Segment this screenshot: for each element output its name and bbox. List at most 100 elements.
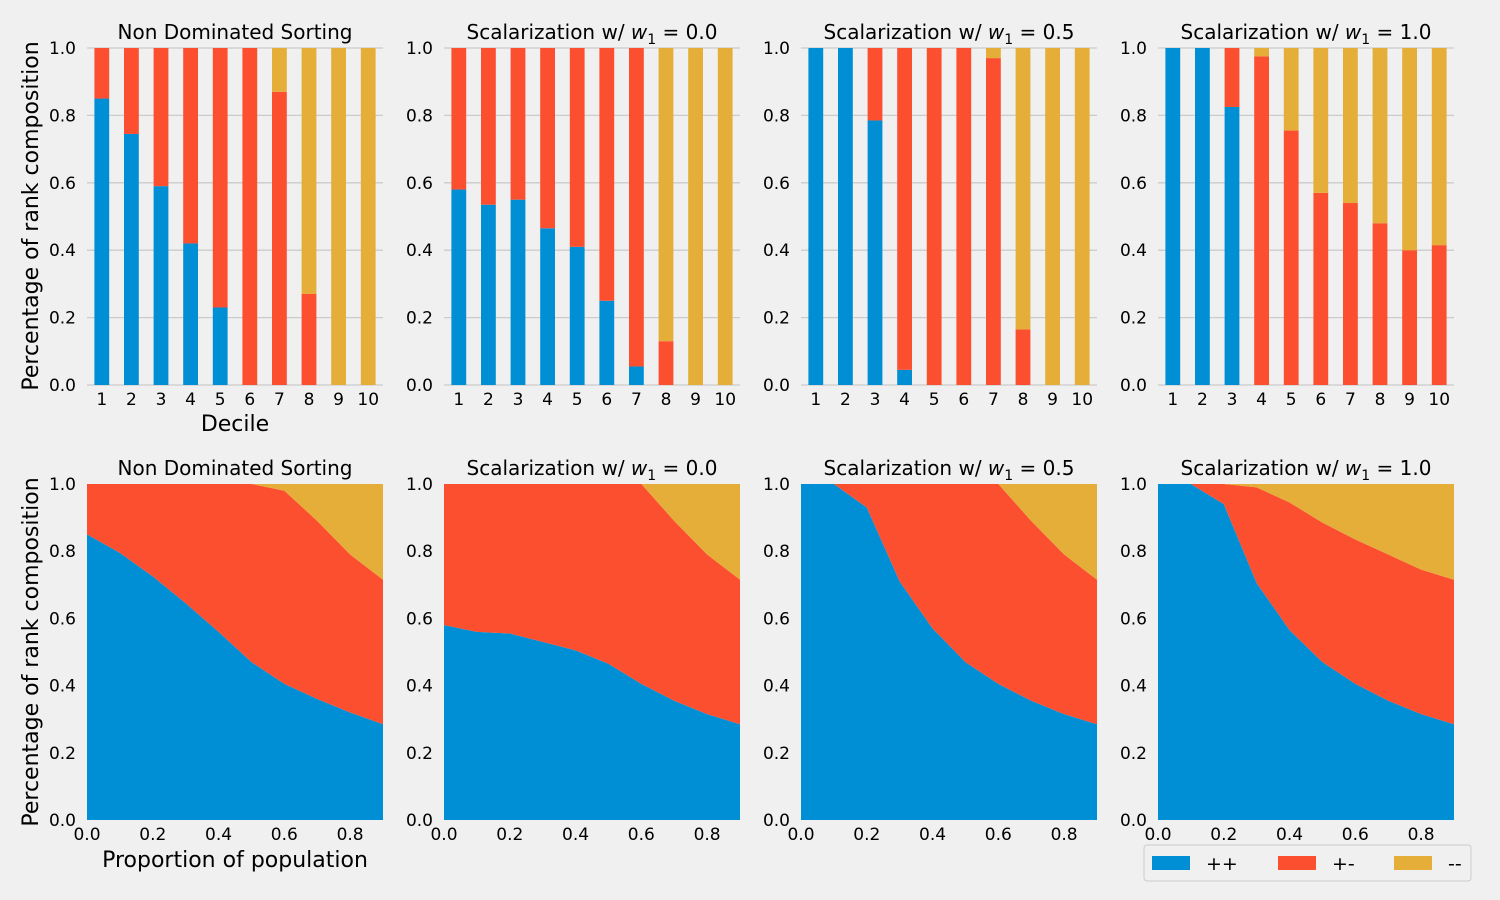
panel-8: Scalarization w/ w1 = 1.0 0.0 0.2 0.4 0.6 0.8…	[1120, 456, 1454, 845]
panel-2-xtick-label: 3	[513, 390, 524, 410]
panel-1-xtick-label: 8	[304, 390, 315, 410]
panel-1: Non Dominated Sorting 0.0 0.2 0.4 0.6 0.8 1.0 1…	[49, 20, 383, 410]
legend-swatch-mm	[1394, 856, 1432, 870]
panel-8-ytick-label: 0.2	[1120, 744, 1147, 764]
panel-8-ytick-label: 0.8	[1120, 542, 1147, 562]
panel-4-bar-pm	[1372, 223, 1388, 385]
panel-8-xtick-label: 0.2	[1210, 825, 1237, 845]
panel-2-ytick-label: 0.2	[406, 309, 433, 329]
panel-8-area-pp	[1158, 484, 1454, 820]
panel-1-bar-mm	[360, 48, 376, 385]
panel-3: Scalarization w/ w1 = 0.5 0.0 0.2 0.4 0.6 0.8…	[763, 20, 1097, 410]
row2-xlabel: Proportion of population	[102, 848, 368, 873]
panel-7: Scalarization w/ w1 = 0.5 0.0 0.2 0.4 0.6 0.8…	[763, 456, 1097, 845]
panel-3-ytick-label: 0.2	[763, 309, 790, 329]
legend-label-mm: --	[1448, 853, 1462, 875]
panel-3-bar-pm	[867, 48, 883, 121]
panel-5-ytick-label: 0.0	[49, 811, 76, 831]
panel-3-title: Scalarization w/ w1 = 0.5	[824, 20, 1075, 48]
panel-4-bar-pp	[1195, 48, 1210, 385]
panel-3-bar-pp	[838, 48, 853, 385]
panel-1-bar-pm	[242, 48, 258, 385]
panel-5-xtick-label: 0.0	[73, 825, 100, 845]
panel-1-bar-mm	[272, 48, 287, 92]
panel-2-bar-pm	[599, 48, 615, 301]
panel-3-xtick-label: 4	[899, 390, 910, 410]
panel-2-xtick-label: 8	[661, 390, 672, 410]
panel-2-xtick-label: 5	[572, 390, 583, 410]
panel-6-area-pm	[444, 484, 740, 725]
panel-6: Scalarization w/ w1 = 0.0 0.0 0.2 0.4 0.6 0.8…	[406, 456, 740, 845]
panel-3-bar-pm	[897, 48, 912, 370]
panel-4-ytick-label: 0.2	[1120, 309, 1147, 329]
legend-swatch-pm	[1278, 856, 1316, 870]
panel-2-bar-pp	[451, 189, 467, 385]
panel-8-ytick-label: 0.6	[1120, 609, 1147, 629]
panel-6-xtick-label: 0.4	[562, 825, 589, 845]
panel-3-xtick-label: 6	[958, 390, 969, 410]
panel-4-bar-pm	[1431, 245, 1447, 385]
panel-1-ytick-label: 0.0	[49, 376, 76, 396]
panel-6-xtick-label: 0.8	[694, 825, 721, 845]
panel-8-title: Scalarization w/ w1 = 1.0	[1181, 456, 1432, 484]
panel-6-area-mm	[444, 484, 740, 580]
panel-6-ytick-label: 1.0	[406, 475, 433, 495]
panel-2-bar-mm	[658, 48, 674, 342]
panel-6-ytick-label: 0.6	[406, 609, 433, 629]
panel-3-bar-pm	[986, 58, 1001, 386]
legend: ++ +- --	[1143, 844, 1472, 882]
panel-2-bar-pp	[540, 228, 555, 385]
panel-1-ytick-label: 1.0	[49, 39, 76, 59]
panel-3-bar-pm	[956, 48, 972, 385]
panel-1-xtick-label: 10	[357, 390, 379, 410]
panel-7-title: Scalarization w/ w1 = 0.5	[824, 456, 1075, 484]
panel-8-xtick-label: 0.4	[1276, 825, 1303, 845]
panel-3-bar-pm	[926, 48, 942, 385]
panel-2-ytick-label: 0.0	[406, 376, 433, 396]
panel-4-ytick-label: 0.4	[1120, 241, 1147, 261]
panel-4-ytick-label: 0.6	[1120, 174, 1147, 194]
panel-3-ytick-label: 1.0	[763, 39, 790, 59]
panel-4-bar-pm	[1313, 192, 1329, 385]
panel-2-bar-pm	[510, 48, 526, 200]
panel-4-bar-pp	[1165, 48, 1181, 385]
panel-3-xtick-label: 5	[929, 390, 940, 410]
panel-1-bar-pp	[153, 186, 169, 385]
panel-2-bar-pm	[569, 48, 585, 247]
panel-1-bar-pm	[94, 48, 110, 99]
panel-1-title: Non Dominated Sorting	[118, 20, 353, 44]
panel-8-area-pm	[1158, 484, 1454, 725]
panel-3-bar-pp	[867, 120, 883, 385]
panel-5-ytick-label: 0.8	[49, 542, 76, 562]
panel-1-xtick-label: 6	[244, 390, 255, 410]
panel-4-bar-mm	[1254, 48, 1269, 57]
panel-3-xtick-label: 9	[1047, 390, 1058, 410]
panel-7-ytick-label: 0.8	[763, 542, 790, 562]
panel-1-bar-pm	[183, 48, 198, 244]
panel-8-ytick-label: 1.0	[1120, 475, 1147, 495]
panel-7-xtick-label: 0.0	[787, 825, 814, 845]
panel-1-bar-pm	[153, 48, 169, 187]
panel-1-bar-pp	[94, 98, 110, 386]
panel-4-bar-pm	[1224, 48, 1240, 107]
panel-1-bar-pm	[301, 294, 317, 385]
panel-2-bar-pp	[481, 204, 496, 385]
panel-1-ytick-label: 0.4	[49, 241, 76, 261]
panel-7-ytick-label: 0.2	[763, 744, 790, 764]
panel-4-xtick-label: 6	[1315, 390, 1326, 410]
legend-swatch-pp	[1152, 856, 1190, 870]
panel-2-bar-pp	[510, 199, 526, 385]
panel-5-area-mm	[87, 484, 383, 580]
panel-2-bar-pp	[629, 366, 644, 385]
panel-3-xtick-label: 1	[810, 390, 821, 410]
panel-2-xtick-label: 6	[601, 390, 612, 410]
panel-5-ytick-label: 1.0	[49, 475, 76, 495]
panel-6-xtick-label: 0.6	[628, 825, 655, 845]
panel-4-xtick-label: 2	[1197, 390, 1208, 410]
panel-3-xtick-label: 8	[1018, 390, 1029, 410]
panel-7-xtick-label: 0.4	[919, 825, 946, 845]
panel-4-bar-mm	[1283, 48, 1299, 131]
panel-1-xtick-label: 9	[333, 390, 344, 410]
panel-4-xtick-label: 8	[1375, 390, 1386, 410]
